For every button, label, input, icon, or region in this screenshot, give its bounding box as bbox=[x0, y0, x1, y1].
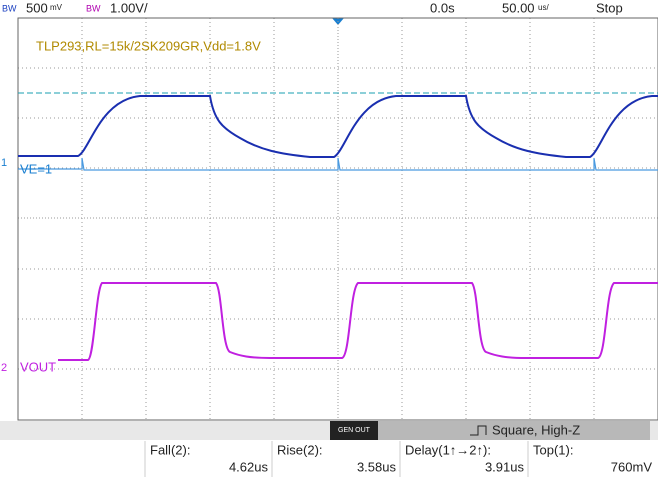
page: BW 500 mV BW 1.00V/ 0.0s 50.00 us/ Stop … bbox=[0, 0, 658, 477]
measurement-name: Rise(2): bbox=[277, 442, 323, 457]
time-scale: 50.00 bbox=[502, 0, 535, 15]
measurement-value: 4.62us bbox=[229, 459, 269, 474]
ch2-scale: 1.00V/ bbox=[110, 0, 148, 15]
bw-label: BW bbox=[86, 3, 101, 13]
ch1-unit: mV bbox=[50, 3, 63, 12]
time-offset: 0.0s bbox=[430, 0, 455, 15]
bw-label: BW bbox=[2, 3, 17, 13]
measurement-name: Top(1): bbox=[533, 442, 573, 457]
time-unit: us/ bbox=[538, 3, 549, 12]
ch1-scale: 500 bbox=[26, 0, 48, 15]
gen-out-label: GEN OUT bbox=[338, 427, 371, 434]
grid bbox=[18, 18, 658, 420]
measurement-value: 760mV bbox=[611, 459, 653, 474]
ch2-trace bbox=[58, 283, 658, 360]
ch2-label: VOUT bbox=[20, 359, 56, 374]
gen-mode: Square, High-Z bbox=[492, 422, 580, 437]
ch1-label: VE=1 bbox=[20, 161, 52, 176]
ch1-marker: 1 bbox=[1, 157, 7, 169]
measurement-name: Fall(2): bbox=[150, 442, 190, 457]
run-state: Stop bbox=[596, 0, 623, 15]
annotation: TLP293,RL=15k/2SK209GR,Vdd=1.8V bbox=[36, 38, 261, 53]
measurement-value: 3.91us bbox=[485, 459, 525, 474]
measurement-value: 3.58us bbox=[357, 459, 397, 474]
ch2-marker: 2 bbox=[1, 362, 7, 374]
measurement-name: Delay(1↑→2↑): bbox=[405, 442, 491, 457]
scope-screen: BW 500 mV BW 1.00V/ 0.0s 50.00 us/ Stop … bbox=[0, 0, 658, 477]
